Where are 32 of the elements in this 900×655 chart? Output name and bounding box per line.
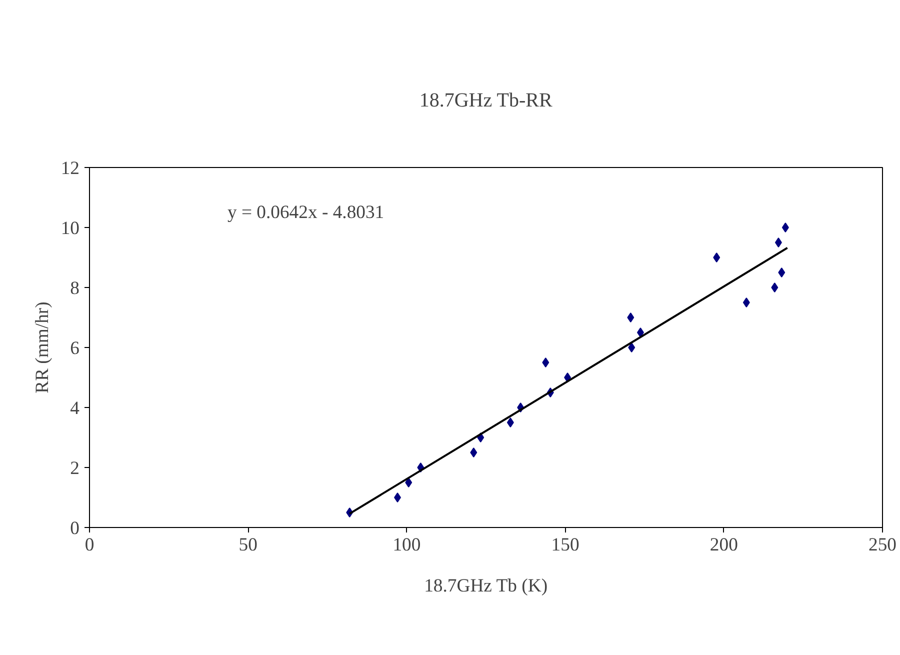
point xyxy=(470,448,478,458)
x-axis-title: 18.7GHz Tb (K) xyxy=(424,576,548,596)
point xyxy=(506,418,514,428)
point xyxy=(394,492,401,502)
point xyxy=(778,268,786,278)
x-tick-label: 150 xyxy=(551,534,580,556)
chart-title: 18.7GHz Tb-RR xyxy=(419,90,553,112)
y-axis-title: RR (mm/hr) xyxy=(32,302,53,394)
point xyxy=(771,282,778,292)
point xyxy=(782,222,789,232)
y-tick-label: 12 xyxy=(60,158,80,179)
x-tick-label: 200 xyxy=(710,534,738,556)
x-tick-label: 250 xyxy=(868,534,896,556)
y-tick-label: 6 xyxy=(70,338,80,359)
annotation: y = 0.0642x - 4.8031 xyxy=(227,202,384,223)
point xyxy=(774,238,782,248)
y-tick-label: 2 xyxy=(70,458,80,479)
y-tick-label: 8 xyxy=(70,278,80,299)
point xyxy=(564,372,572,382)
x-tick-label: 0 xyxy=(84,534,94,556)
point xyxy=(742,298,750,308)
point xyxy=(405,478,412,488)
point xyxy=(627,312,634,322)
point xyxy=(542,358,550,368)
y-tick-label: 4 xyxy=(70,398,80,419)
y-tick-label: 10 xyxy=(60,218,80,239)
x-tick-label: 50 xyxy=(238,534,258,556)
x-tick-label: 100 xyxy=(392,534,421,556)
point xyxy=(713,252,720,262)
y-tick-label: 0 xyxy=(70,518,80,539)
point xyxy=(636,328,644,338)
point xyxy=(628,342,636,352)
